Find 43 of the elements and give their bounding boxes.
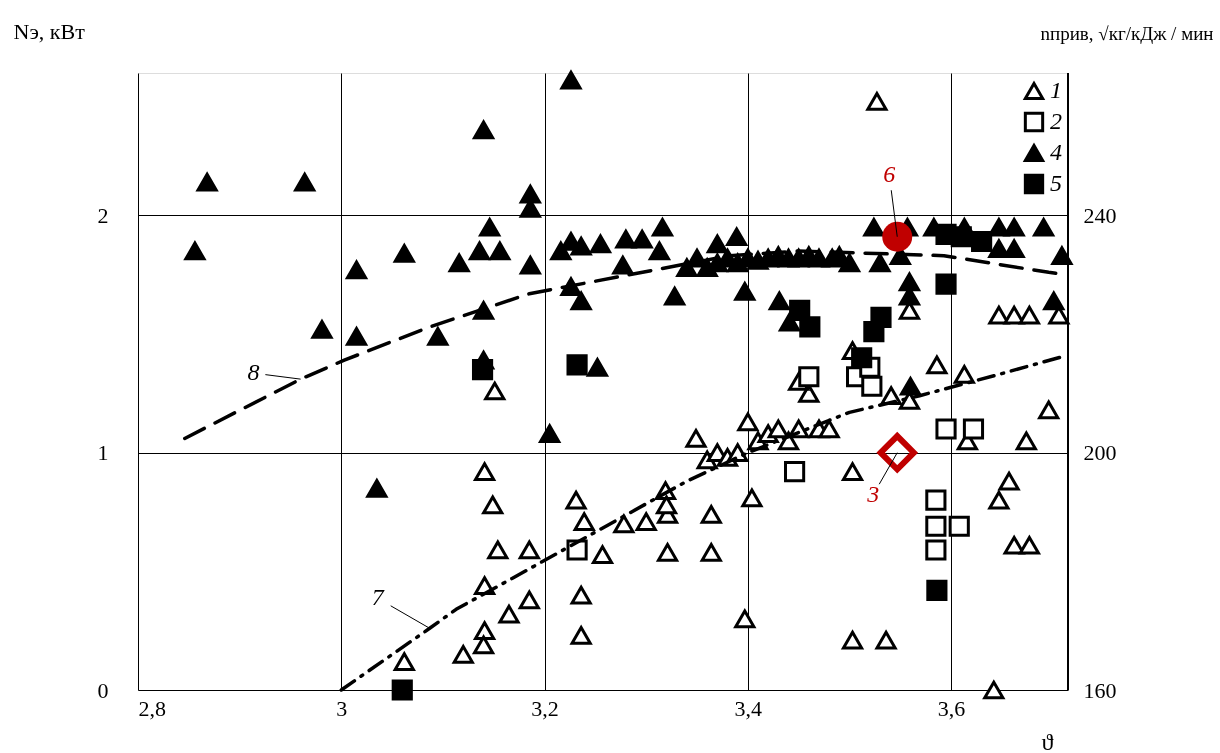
point bbox=[851, 347, 873, 369]
point bbox=[950, 226, 972, 248]
point bbox=[471, 359, 494, 381]
point bbox=[784, 461, 806, 483]
point bbox=[948, 515, 970, 537]
point bbox=[925, 515, 947, 537]
point bbox=[962, 418, 985, 440]
series-label: 7 bbox=[371, 584, 385, 611]
point bbox=[391, 679, 413, 701]
point bbox=[799, 316, 821, 338]
x-tick-label: 3,4 bbox=[734, 695, 763, 721]
point bbox=[798, 366, 820, 388]
y-axis-title: Nэ, кВт bbox=[13, 18, 86, 44]
x-tick-label: 3,6 bbox=[937, 695, 966, 721]
legend-label: 5 bbox=[1050, 170, 1062, 196]
point bbox=[861, 375, 883, 397]
series-label: 6 bbox=[883, 160, 896, 187]
point bbox=[935, 418, 957, 440]
point bbox=[925, 539, 947, 561]
y2-tick-label: 240 bbox=[1083, 202, 1117, 228]
point bbox=[935, 273, 957, 295]
legend-label: 1 bbox=[1050, 77, 1062, 103]
y-tick-label: 0 bbox=[97, 677, 109, 703]
point bbox=[863, 321, 885, 343]
legend-label: 2 bbox=[1050, 108, 1062, 134]
y2-axis-title: nприв, √кг/кДж / мин bbox=[1040, 22, 1214, 44]
y-tick-label: 2 bbox=[97, 202, 109, 228]
series-label: 8 bbox=[247, 359, 260, 386]
point bbox=[877, 433, 917, 473]
point bbox=[971, 230, 993, 253]
point bbox=[926, 579, 948, 601]
x-tick-label: 2,8 bbox=[138, 695, 166, 721]
point bbox=[882, 221, 913, 252]
x-tick-label: 3,2 bbox=[531, 695, 559, 721]
y2-tick-label: 200 bbox=[1083, 440, 1117, 466]
legend-label: 4 bbox=[1050, 139, 1062, 165]
point bbox=[566, 354, 588, 376]
x-tick-label: 3 bbox=[336, 695, 348, 721]
y-tick-label: 1 bbox=[97, 440, 109, 466]
x-axis-title: ϑ bbox=[1041, 728, 1054, 753]
point bbox=[925, 489, 947, 511]
y2-tick-label: 160 bbox=[1083, 677, 1117, 703]
series-label: 3 bbox=[866, 480, 880, 507]
